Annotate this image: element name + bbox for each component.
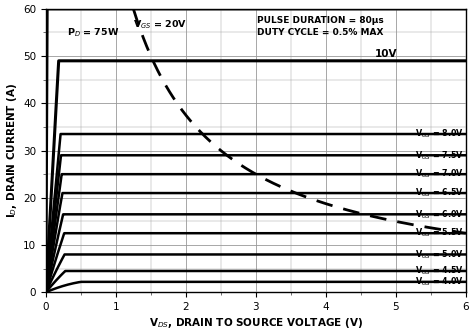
- Text: V$_{GS}$ = 5.5V: V$_{GS}$ = 5.5V: [415, 227, 464, 240]
- Text: V$_{GS}$ = 4.0V: V$_{GS}$ = 4.0V: [415, 276, 464, 288]
- X-axis label: V$_{DS}$, DRAIN TO SOURCE VOLTAGE (V): V$_{DS}$, DRAIN TO SOURCE VOLTAGE (V): [149, 316, 363, 330]
- Text: V$_{GS}$ = 20V: V$_{GS}$ = 20V: [133, 18, 188, 31]
- Text: V$_{GS}$ = 6.5V: V$_{GS}$ = 6.5V: [415, 187, 464, 199]
- Text: PULSE DURATION = 80μs
DUTY CYCLE = 0.5% MAX: PULSE DURATION = 80μs DUTY CYCLE = 0.5% …: [257, 16, 384, 38]
- Y-axis label: I$_{D}$, DRAIN CURRENT (A): I$_{D}$, DRAIN CURRENT (A): [5, 83, 19, 218]
- Text: V$_{GS}$ = 7.5V: V$_{GS}$ = 7.5V: [415, 149, 464, 161]
- Text: V$_{GS}$ = 6.0V: V$_{GS}$ = 6.0V: [415, 208, 464, 220]
- Text: V$_{GS}$ = 7.0V: V$_{GS}$ = 7.0V: [415, 168, 464, 181]
- Text: P$_{D}$ = 75W: P$_{D}$ = 75W: [67, 26, 119, 39]
- Text: V$_{GS}$ = 4.5V: V$_{GS}$ = 4.5V: [415, 265, 464, 277]
- Text: V$_{GS}$ = 8.0V: V$_{GS}$ = 8.0V: [415, 128, 464, 140]
- Text: V$_{GS}$ = 5.0V: V$_{GS}$ = 5.0V: [415, 248, 464, 261]
- Text: 10V: 10V: [375, 49, 397, 59]
